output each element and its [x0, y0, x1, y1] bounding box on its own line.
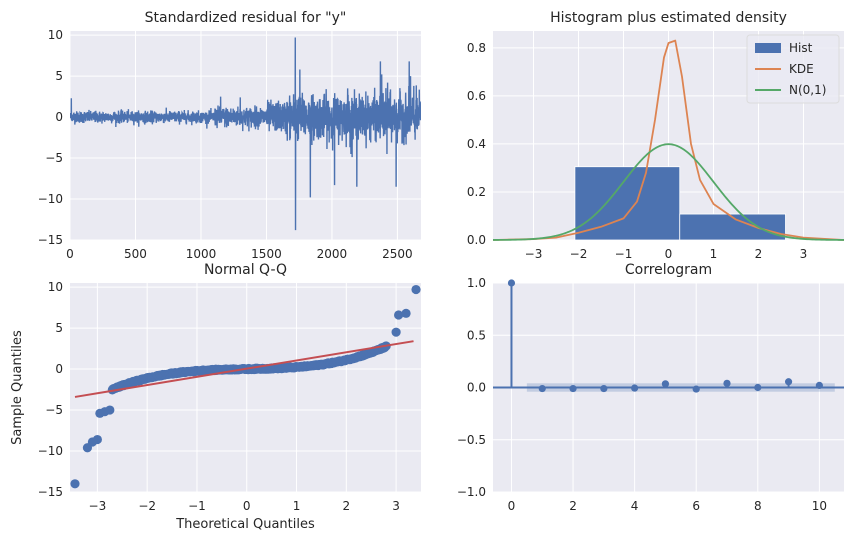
y-tick-label: 10 [48, 280, 63, 294]
x-tick-label: 0 [243, 499, 251, 513]
kde-line [492, 39, 845, 241]
acf-marker [538, 384, 546, 393]
qq-point [401, 308, 411, 318]
qq-point [391, 327, 401, 337]
legend-entry-label: Hist [789, 41, 813, 55]
y-tick-label: −1.0 [457, 485, 486, 499]
legend-entry-label: KDE [789, 62, 814, 76]
x-tick-label: 2500 [382, 247, 413, 261]
acf-marker [569, 384, 577, 393]
y-tick-label: −15 [38, 485, 63, 499]
qq-ylabel: Sample Quantiles [10, 330, 25, 445]
y-tick-label: 0.5 [467, 328, 486, 342]
qq-title: Normal Q-Q [204, 262, 287, 278]
x-tick-label: −3 [525, 247, 543, 261]
acf-marker [631, 384, 639, 392]
y-tick-label: 0.4 [467, 137, 486, 151]
y-tick-label: 1.0 [467, 276, 486, 290]
y-tick-label: 5 [55, 321, 63, 335]
qq-point [105, 405, 115, 415]
histogram-panel: −3 −2 −1 0 1 2 3 0.0 0.2 0.4 0.6 0.8 Histogram plus … [467, 10, 845, 261]
x-tick-label: 2 [755, 247, 763, 261]
y-tick-label: 0.0 [467, 233, 486, 247]
y-tick-label: 0.0 [467, 381, 486, 395]
x-tick-label: 500 [124, 247, 147, 261]
acf-marker [507, 279, 516, 287]
y-tick-label: 0.8 [467, 41, 486, 55]
x-tick-label: 10 [812, 499, 827, 513]
legend-entry-label: N(0,1) [789, 83, 826, 97]
acf-marker [723, 379, 731, 387]
x-tick-label: 2 [342, 499, 350, 513]
y-tick-label: 0 [55, 362, 63, 376]
correlogram-title: Correlogram [625, 262, 712, 278]
x-tick-label: 8 [754, 499, 762, 513]
acf-marker [754, 383, 762, 392]
x-tick-label: −1 [615, 247, 633, 261]
correlogram-panel: 0 2 4 6 8 10 −1.0 −0.5 0.0 0.5 1.0 Correlogram [457, 262, 844, 513]
y-tick-label: −5 [45, 403, 63, 417]
x-tick-label: −1 [188, 499, 206, 513]
y-tick-label: 5 [55, 69, 63, 83]
x-tick-label: 0 [66, 247, 74, 261]
histogram-legend: Hist KDE N(0,1) [746, 34, 840, 104]
x-tick-label: 4 [631, 499, 639, 513]
x-tick-label: −2 [138, 499, 156, 513]
y-tick-label: −10 [38, 192, 63, 206]
histogram-title: Histogram plus estimated density [550, 10, 787, 26]
x-tick-label: 1 [710, 247, 718, 261]
qq-xlabel: Theoretical Quantiles [175, 517, 315, 532]
x-tick-label: −3 [89, 499, 107, 513]
y-tick-label: 0 [55, 110, 63, 124]
x-tick-label: 3 [800, 247, 808, 261]
residual-plot-area [70, 31, 421, 240]
x-tick-label: 0 [508, 499, 516, 513]
y-tick-label: 0.6 [467, 89, 486, 103]
x-tick-label: 6 [692, 499, 700, 513]
x-tick-label: 1 [293, 499, 301, 513]
y-tick-label: −0.5 [457, 433, 486, 447]
residual-title: Standardized residual for "y" [145, 10, 347, 26]
x-tick-label: 0 [665, 247, 673, 261]
qq-reference-line [74, 340, 414, 398]
x-tick-label: 2000 [317, 247, 348, 261]
qq-point [70, 479, 80, 489]
x-tick-label: 3 [392, 499, 400, 513]
y-tick-label: 0.2 [467, 185, 486, 199]
y-tick-label: −10 [38, 444, 63, 458]
y-tick-label: 10 [48, 28, 63, 42]
normal-density-line [492, 143, 845, 241]
histogram-bar [574, 166, 681, 241]
qq-point [393, 310, 404, 320]
x-tick-label: −2 [570, 247, 588, 261]
x-tick-label: 2 [569, 499, 577, 513]
residual-panel: 0 500 1000 1500 2000 2500 −15 −10 −5 0 5 10 Standard… [38, 10, 421, 261]
acf-marker [661, 380, 670, 388]
qq-point [411, 284, 421, 295]
acf-marker [600, 384, 608, 393]
y-tick-label: −5 [45, 151, 63, 165]
acf-marker [815, 381, 823, 390]
y-tick-label: −15 [38, 233, 63, 247]
qq-point [92, 434, 102, 445]
histogram-bar [679, 213, 786, 241]
acf-marker [692, 385, 700, 393]
x-tick-label: 1500 [251, 247, 282, 261]
x-tick-label: 1000 [186, 247, 217, 261]
residual-series-line [70, 37, 421, 231]
acf-marker [784, 378, 793, 386]
legend-hist-swatch [755, 43, 781, 53]
